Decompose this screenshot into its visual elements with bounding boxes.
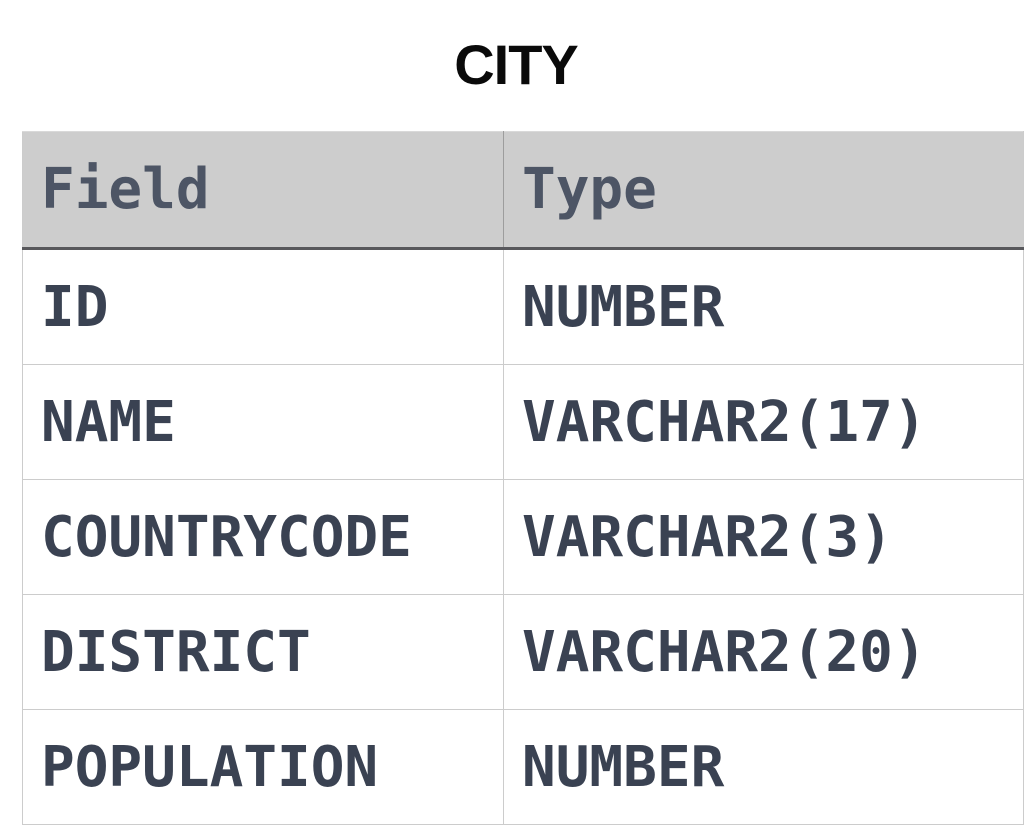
schema-table: Field Type ID NUMBER NAME VARCHAR2(17) C…: [22, 131, 1024, 825]
table-header: Field Type: [22, 131, 1024, 250]
table-row: NAME VARCHAR2(17): [22, 364, 1024, 480]
table-title: CITY: [454, 33, 579, 96]
field-cell: DISTRICT: [22, 594, 504, 710]
table-body: ID NUMBER NAME VARCHAR2(17) COUNTRYCODE …: [22, 248, 1024, 825]
table-row: DISTRICT VARCHAR2(20): [22, 594, 1024, 710]
type-cell: VARCHAR2(20): [503, 594, 1024, 710]
field-cell: POPULATION: [22, 709, 504, 825]
table-row: POPULATION NUMBER: [22, 709, 1024, 825]
header-row: Field Type: [22, 131, 1024, 250]
table-row: ID NUMBER: [22, 248, 1024, 365]
header-cell-field: Field: [22, 131, 504, 250]
field-cell: COUNTRYCODE: [22, 479, 504, 595]
type-cell: NUMBER: [503, 709, 1024, 825]
field-cell: ID: [22, 248, 504, 365]
header-cell-type: Type: [503, 131, 1024, 250]
type-cell: NUMBER: [503, 248, 1024, 365]
type-cell: VARCHAR2(3): [503, 479, 1024, 595]
type-cell: VARCHAR2(17): [503, 364, 1024, 480]
table-row: COUNTRYCODE VARCHAR2(3): [22, 479, 1024, 595]
field-cell: NAME: [22, 364, 504, 480]
